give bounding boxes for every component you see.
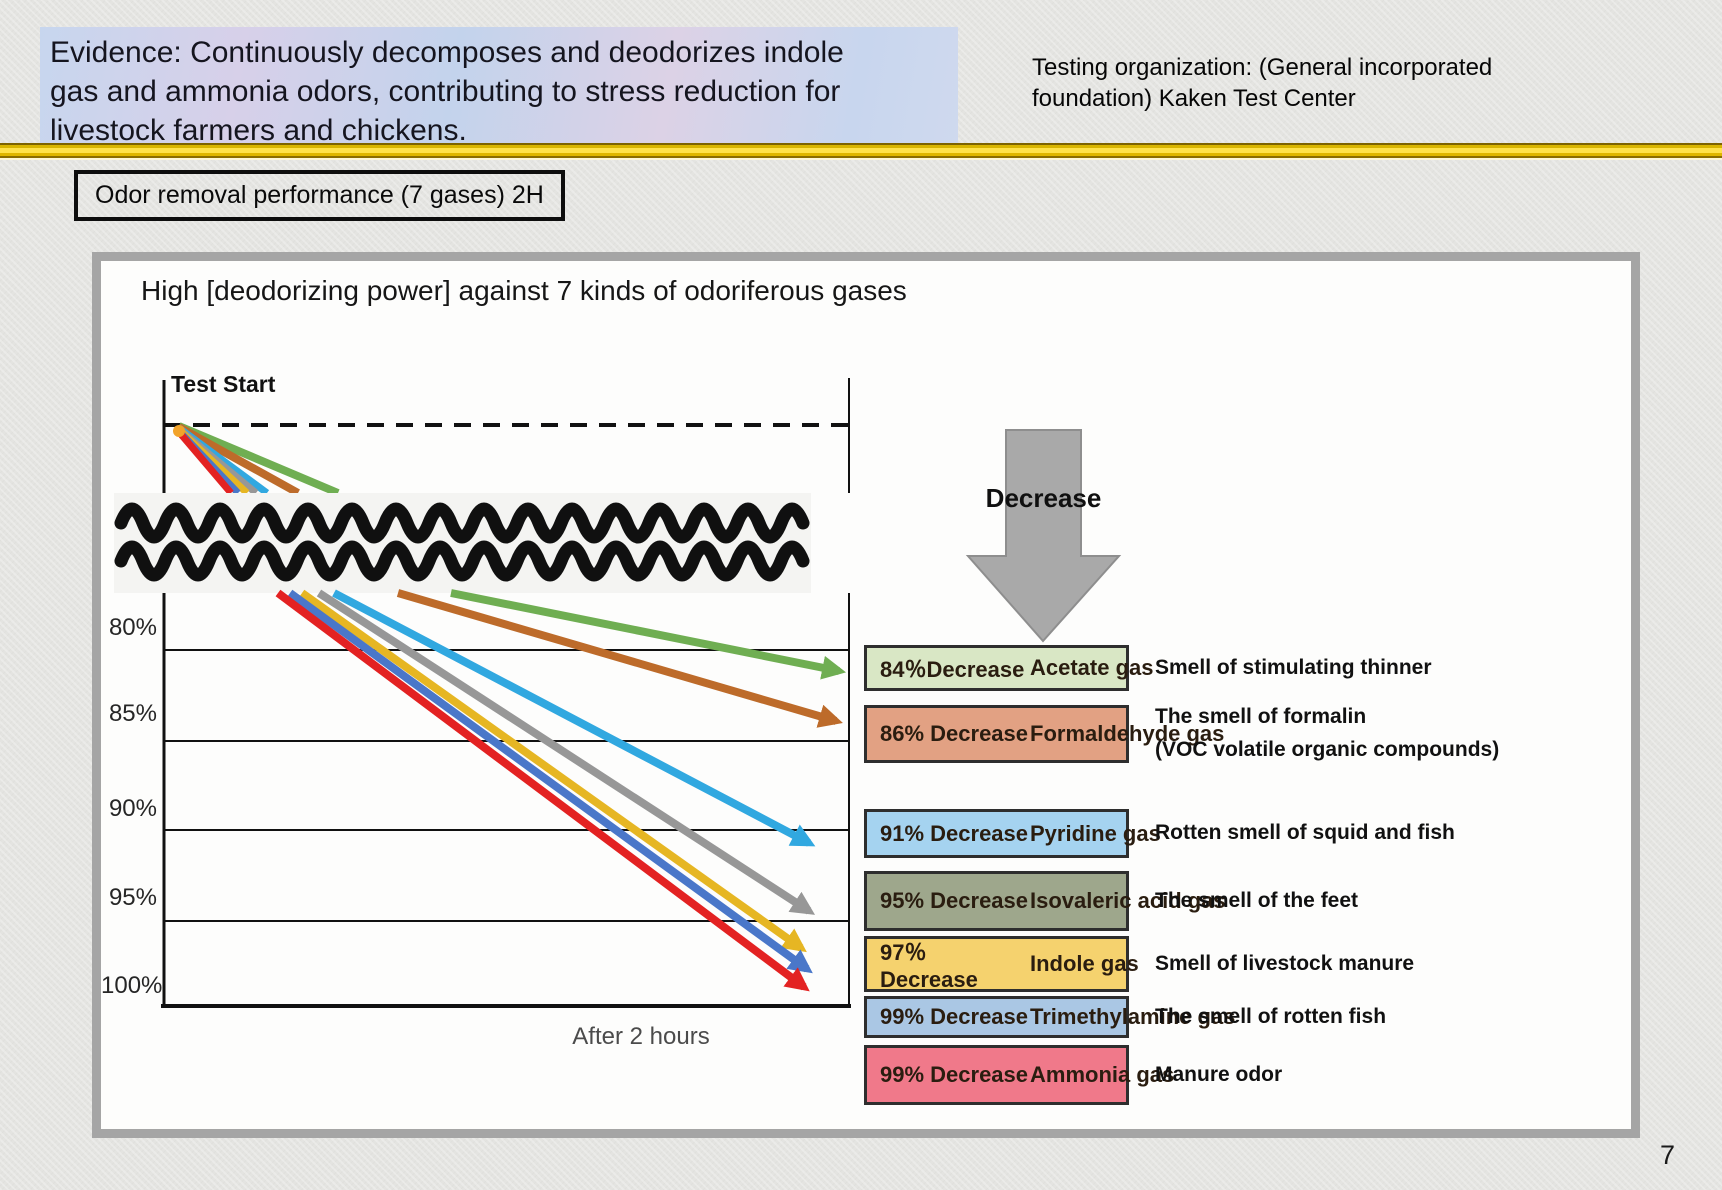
- gas-name: Trimethylamine gas: [1030, 1004, 1236, 1029]
- gas-pct: 86% Decrease: [880, 721, 1029, 746]
- gas-box-indole: 97％ Decrease Indole gas: [864, 936, 1139, 992]
- gas-row-acetate: 84％Decrease Acetate gas Smell of stimula…: [864, 645, 1432, 691]
- gas-desc: The smell of formalin (VOC volatile orga…: [1155, 705, 1500, 761]
- gas-row-formaldehyde: 86% Decrease Formaldehyde gas The smell …: [864, 705, 1499, 763]
- gas-pct: 95% Decrease: [880, 888, 1029, 913]
- evidence-highlight: Evidence: Continuously decomposes and de…: [40, 27, 958, 151]
- test-start-origin-dot: [173, 425, 185, 437]
- gas-name: Acetate gas: [1030, 655, 1154, 680]
- gas-pct: 99% Decrease: [880, 1062, 1029, 1087]
- upper-fan-lines: [173, 422, 340, 497]
- gas-row-trimethylamine: 99% Decrease Trimethylamine gas The smel…: [864, 996, 1386, 1038]
- gas-pct: 99% Decrease: [880, 1004, 1029, 1029]
- gas-pct: 84％Decrease: [880, 657, 1025, 682]
- gas-desc: Manure odor: [1155, 1062, 1283, 1086]
- gas-name: Ammonia gas: [1030, 1062, 1175, 1087]
- odor-chart: [114, 378, 1122, 1008]
- gas-name: Formaldehyde gas: [1030, 721, 1225, 746]
- gas-box-pyridine: 91% Decrease Pyridine gas: [864, 809, 1161, 858]
- gas-row-isovaleric: 95% Decrease Isovaleric acid gas The sme…: [864, 871, 1358, 931]
- gas-desc: Smell of livestock manure: [1155, 951, 1415, 975]
- x-axis-label: After 2 hours: [572, 1023, 710, 1050]
- line-trimethylamine: [287, 589, 813, 974]
- page-number: 7: [1660, 1140, 1676, 1170]
- gas-box-trimethylamine: 99% Decrease Trimethylamine gas: [864, 996, 1235, 1038]
- gas-name: Isovaleric acid gas: [1030, 888, 1226, 913]
- gas-desc: The smell of rotten fish: [1155, 1004, 1387, 1028]
- test-start-label: Test Start: [171, 371, 276, 397]
- decrease-arrow: [965, 429, 1122, 643]
- chart-panel: High [deodorizing power] against 7 kinds…: [92, 252, 1640, 1138]
- subtitle-text: Odor removal performance (7 gases) 2H: [95, 181, 544, 209]
- gas-row-ammonia: 99% Decrease Ammonia gas Manure odor: [864, 1045, 1282, 1105]
- testing-organization-line-2: foundation) Kaken Test Center: [1032, 85, 1356, 112]
- gas-row-indole: 97％ Decrease Indole gas Smell of livesto…: [864, 936, 1414, 992]
- evidence-line-2: gas and ammonia odors, contributing to s…: [50, 75, 841, 108]
- evidence-line-3: livestock farmers and chickens.: [50, 114, 467, 147]
- gas-box-acetate: 84％Decrease Acetate gas: [864, 645, 1154, 691]
- gas-row-pyridine: 91% Decrease Pyridine gas Rotten smell o…: [864, 809, 1455, 858]
- gas-name: Indole gas: [1030, 951, 1139, 976]
- line-acetate: [450, 589, 847, 680]
- gas-pct: 91% Decrease: [880, 820, 1029, 846]
- gas-name: Pyridine gas: [1030, 820, 1161, 846]
- y-tick-100: 100%: [101, 972, 163, 999]
- line-indole: [299, 589, 807, 953]
- y-tick-80: 80%: [108, 614, 157, 641]
- y-tick-85: 85%: [108, 700, 157, 727]
- testing-organization-line-1: Testing organization: (General incorpora…: [1032, 54, 1493, 81]
- gas-box-ammonia: 99% Decrease Ammonia gas: [864, 1045, 1174, 1105]
- line-isovaleric: [316, 589, 816, 915]
- y-tick-90: 90%: [108, 795, 157, 822]
- evidence-line-1: Evidence: Continuously decomposes and de…: [50, 36, 844, 69]
- line-ammonia: [275, 589, 810, 992]
- series-lines: [275, 589, 847, 992]
- line-formaldehyde: [396, 589, 843, 728]
- gas-desc: Smell of stimulating thinner: [1155, 655, 1432, 679]
- gas-desc: The smell of the feet: [1155, 888, 1359, 912]
- line-pyridine: [332, 589, 816, 847]
- gas-box-formaldehyde: 86% Decrease Formaldehyde gas: [864, 705, 1224, 763]
- decrease-label: Decrease: [985, 483, 1102, 513]
- gas-pct: 97％ Decrease: [880, 940, 978, 992]
- y-tick-95: 95%: [108, 884, 157, 911]
- gas-box-isovaleric: 95% Decrease Isovaleric acid gas: [864, 871, 1226, 931]
- chart-title: High [deodorizing power] against 7 kinds…: [141, 275, 907, 306]
- testing-organization: Testing organization: (General incorpora…: [1032, 52, 1492, 114]
- subtitle-box: Odor removal performance (7 gases) 2H: [74, 170, 565, 221]
- axis-break-waves: [114, 502, 810, 582]
- gold-divider: [0, 143, 1722, 160]
- gas-desc: Rotten smell of squid and fish: [1155, 821, 1455, 845]
